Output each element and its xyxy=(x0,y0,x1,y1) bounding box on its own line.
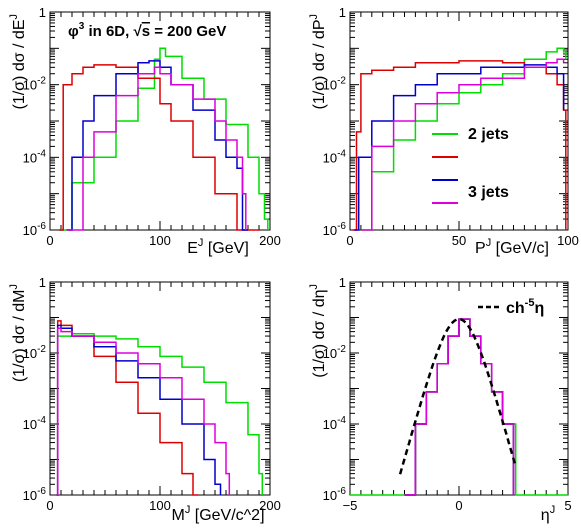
y-axis-label: (1/σ) dσ / dPJ xyxy=(308,14,328,110)
x-tick-label: −5 xyxy=(343,498,358,513)
series-line-2 xyxy=(56,320,199,496)
x-tick-label: 0 xyxy=(346,233,353,248)
x-tick-label: 0 xyxy=(46,498,53,513)
panel-4: 1 10-2 10-4 10-6−5 0 5 ch-5η (1/σ) dσ / dηJ ηJ xyxy=(308,275,572,524)
y-tick-label: 10-4 xyxy=(23,148,47,165)
panel-3: 1 10-2 10-4 10-60 100 200 (1/σ) dσ / dMJ MJ [Ge… xyxy=(8,275,281,524)
x-tick-label: 100 xyxy=(149,233,171,248)
y-tick-label: 10-4 xyxy=(23,415,47,432)
y-tick-label: 10-2 xyxy=(23,76,47,93)
panel-1: 1 10-2 10-4 10-60 100 200 φ3 in 6D, √s = 200 G… xyxy=(8,5,281,257)
y-tick-label: 10-6 xyxy=(323,486,347,503)
legend-label-2-jets: 2 jets xyxy=(468,126,509,143)
x-tick-label: 100 xyxy=(149,498,171,513)
legend-label-3-jets: 3 jets xyxy=(468,184,509,201)
fit-curve xyxy=(398,317,517,475)
y-tick-label: 10-6 xyxy=(23,221,47,238)
y-tick-label: 1 xyxy=(339,275,346,290)
series-line-4 xyxy=(56,327,231,496)
y-tick-label: 10-2 xyxy=(323,344,347,361)
x-tick-label: 0 xyxy=(455,498,462,513)
series-line-4 xyxy=(360,58,565,231)
series-line-1 xyxy=(58,47,269,231)
legend-fit-label: ch-5η xyxy=(506,297,544,317)
y-axis-label: (1/σ) dσ / dηJ xyxy=(308,284,328,378)
x-tick-label: 5 xyxy=(564,498,571,513)
y-tick-label: 10-4 xyxy=(323,148,347,165)
x-tick-label: 200 xyxy=(259,498,281,513)
y-tick-label: 10-2 xyxy=(23,344,47,361)
plot-annotation: φ3 in 6D, √s = 200 GeV xyxy=(68,21,226,40)
x-axis-label: MJ [GeV/c^2] xyxy=(171,504,264,524)
x-tick-label: 200 xyxy=(259,233,281,248)
x-axis-label: PJ [GeV/c] xyxy=(475,237,549,257)
series-line-2 xyxy=(352,60,567,231)
y-tick-label: 1 xyxy=(339,5,346,20)
y-tick-label: 10-6 xyxy=(23,486,47,503)
x-axis-label: EJ [GeV] xyxy=(187,237,249,257)
y-axis-label: (1/σ) dσ / dMJ xyxy=(8,284,28,382)
x-axis-label: ηJ xyxy=(541,504,555,524)
x-tick-label: 50 xyxy=(452,233,466,248)
series-line-3 xyxy=(354,64,565,231)
y-axis-label: (1/σ) dσ / dEJ xyxy=(8,14,28,110)
x-tick-label: 100 xyxy=(557,233,579,248)
x-tick-label: 0 xyxy=(46,233,53,248)
y-tick-label: 1 xyxy=(39,275,46,290)
y-tick-label: 1 xyxy=(39,5,46,20)
series-line-2 xyxy=(58,64,259,231)
y-tick-label: 10-2 xyxy=(323,76,347,93)
y-tick-label: 10-4 xyxy=(323,415,347,432)
series-line-3 xyxy=(66,60,248,231)
y-tick-label: 10-6 xyxy=(323,221,347,238)
series-line-4 xyxy=(404,318,515,496)
series-line-4 xyxy=(66,66,247,231)
panel-2: 1 10-2 10-4 10-60 50 100 2 jets 3 jets (1/σ) dσ … xyxy=(308,5,579,257)
